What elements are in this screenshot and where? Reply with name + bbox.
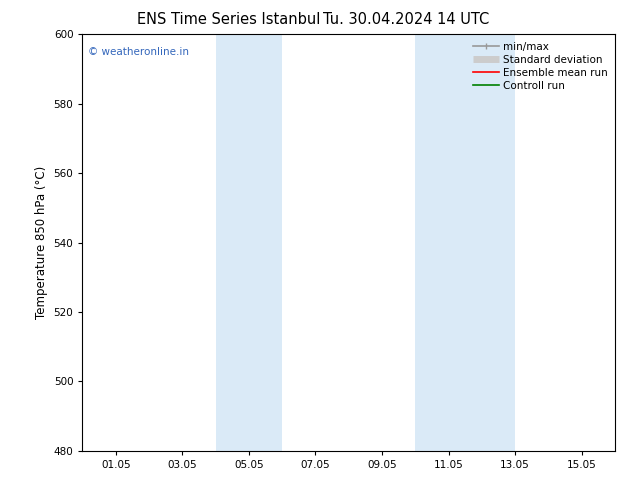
- Text: © weatheronline.in: © weatheronline.in: [87, 47, 189, 57]
- Text: Tu. 30.04.2024 14 UTC: Tu. 30.04.2024 14 UTC: [323, 12, 489, 27]
- Text: ENS Time Series Istanbul: ENS Time Series Istanbul: [136, 12, 320, 27]
- Bar: [415, 34, 515, 451]
- Legend: min/max, Standard deviation, Ensemble mean run, Controll run: min/max, Standard deviation, Ensemble me…: [469, 37, 612, 95]
- Bar: [216, 34, 282, 451]
- Y-axis label: Temperature 850 hPa (°C): Temperature 850 hPa (°C): [35, 166, 48, 319]
